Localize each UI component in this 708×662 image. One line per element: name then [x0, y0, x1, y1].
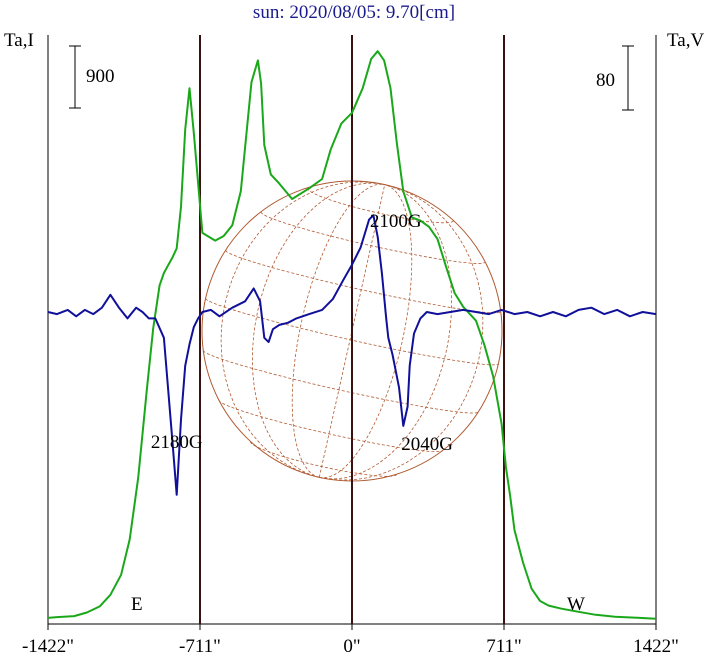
left-axis-label: Ta,I [4, 30, 34, 51]
right-scale-label: 80 [596, 70, 615, 91]
left-scale-label: 900 [86, 66, 115, 87]
field-annotation: 2040G [401, 433, 454, 455]
x-tick-label: 1422" [633, 636, 679, 657]
parallel-line [250, 441, 398, 477]
x-tick-label: 0" [343, 636, 361, 657]
parallel-line [225, 250, 502, 314]
polarization-line [47, 214, 657, 496]
parallel-line [218, 399, 444, 453]
meridian-line [251, 182, 385, 478]
scale-bars [69, 45, 634, 111]
intensity-line [47, 50, 657, 620]
meridian-line [319, 184, 413, 479]
field-annotation: 2100G [369, 211, 422, 233]
parallel-line [306, 187, 454, 224]
east-limb-label: E [131, 594, 143, 615]
field-annotation: 2180G [150, 431, 203, 453]
x-tick-label: -711" [179, 636, 221, 657]
series-lines [47, 50, 657, 620]
x-tick-label: 711" [486, 636, 522, 657]
limb-markers [199, 35, 505, 624]
meridian-line [291, 183, 385, 478]
chart-title: sun: 2020/08/05: 9.70[cm] [252, 2, 456, 23]
parallel-line [205, 298, 499, 366]
x-tick-label: -1422" [21, 636, 75, 657]
parallel-line [260, 211, 486, 264]
parallel-line [202, 350, 479, 414]
west-limb-label: W [567, 594, 585, 615]
right-axis-label: Ta,V [667, 30, 705, 51]
meridian-line [319, 184, 484, 481]
meridian-line [319, 184, 453, 480]
meridian-line [220, 181, 385, 478]
x-axis-ticks [47, 624, 657, 630]
